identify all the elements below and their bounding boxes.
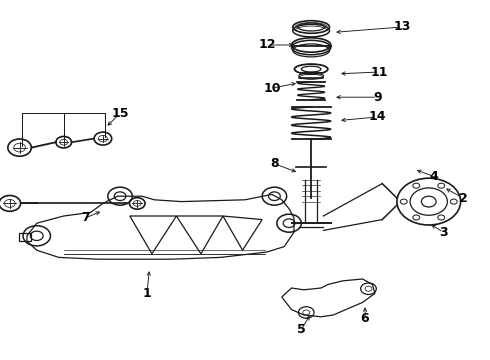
Text: 6: 6 — [361, 312, 369, 325]
Text: 11: 11 — [371, 66, 389, 78]
Text: 7: 7 — [81, 211, 90, 224]
Text: 15: 15 — [111, 107, 129, 120]
Text: 2: 2 — [459, 192, 467, 204]
Text: 1: 1 — [143, 287, 151, 300]
Text: 5: 5 — [297, 323, 306, 336]
Text: 8: 8 — [270, 157, 279, 170]
Text: 10: 10 — [263, 82, 281, 95]
Text: 12: 12 — [258, 39, 276, 51]
Text: 3: 3 — [439, 226, 448, 239]
Text: 4: 4 — [429, 170, 438, 183]
Text: 9: 9 — [373, 91, 382, 104]
Text: 13: 13 — [393, 21, 411, 33]
Text: 14: 14 — [368, 111, 386, 123]
